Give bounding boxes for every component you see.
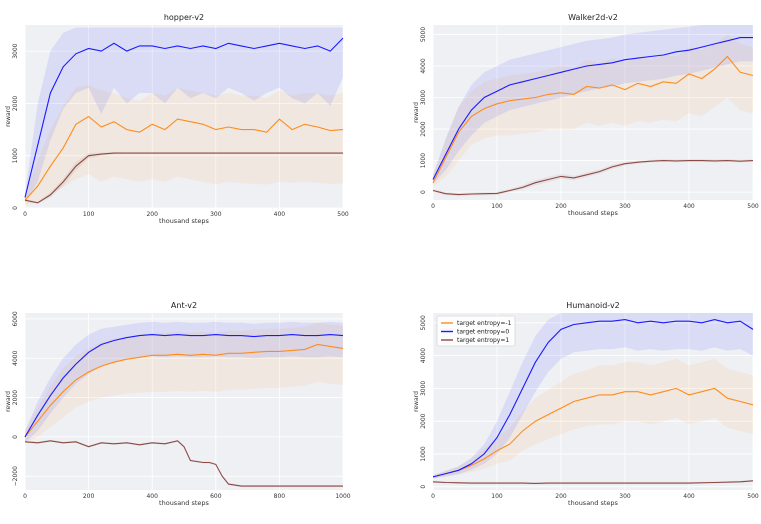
x-tick-label: 100 bbox=[491, 203, 503, 210]
x-tick-label: 0 bbox=[431, 203, 435, 210]
legend-label-2: target entropy=0 bbox=[457, 329, 509, 336]
series-band-1 bbox=[25, 322, 343, 443]
x-axis-label: thousand steps bbox=[159, 499, 210, 507]
series-line-3 bbox=[432, 480, 754, 484]
y-tick-label: 1000 bbox=[420, 153, 427, 168]
legend-label-1: target entropy=-1 bbox=[457, 320, 512, 327]
y-tick-label: 2000 bbox=[12, 96, 19, 111]
x-axis-label: thousand steps bbox=[568, 499, 619, 507]
y-tick-label: 6000 bbox=[12, 311, 19, 326]
series-band-1 bbox=[433, 34, 753, 188]
plot-area bbox=[433, 25, 753, 200]
x-tick-label: 0 bbox=[23, 211, 27, 218]
series-band-2 bbox=[433, 313, 753, 479]
y-tick-label: 1000 bbox=[12, 148, 19, 163]
series-line-3 bbox=[24, 152, 343, 204]
x-tick-label: 300 bbox=[210, 211, 222, 218]
x-tick-label: 300 bbox=[619, 203, 631, 210]
series-band-2 bbox=[25, 27, 343, 202]
x-tick-label: 200 bbox=[555, 203, 567, 210]
x-tick-label: 0 bbox=[23, 493, 27, 500]
y-tick-label: 0 bbox=[420, 190, 427, 194]
x-axis-label: thousand steps bbox=[159, 217, 210, 225]
series-band-1 bbox=[25, 85, 343, 206]
y-tick-label: −2000 bbox=[12, 466, 19, 486]
series-line-2 bbox=[24, 37, 344, 198]
y-axis-label: reward bbox=[5, 391, 12, 412]
series-line-2 bbox=[432, 319, 754, 478]
y-axis-label: reward bbox=[413, 102, 420, 123]
y-tick-label: 0 bbox=[12, 435, 19, 439]
chart-title: Walker2d-v2 bbox=[568, 13, 618, 22]
series-line-3 bbox=[432, 160, 754, 196]
chart-panel-3: Ant-v2 0 200 400 600 800 1000 −2000 0 2000 4000 600… bbox=[5, 301, 351, 507]
y-tick-label: 0 bbox=[12, 206, 19, 210]
y-tick-label: 3000 bbox=[420, 381, 427, 396]
series-line-1 bbox=[24, 115, 344, 201]
plot-area bbox=[25, 25, 343, 208]
series-line-3 bbox=[24, 440, 343, 487]
chart-title: Ant-v2 bbox=[171, 301, 197, 310]
legend: target entropy=-1 target entropy=0target … bbox=[436, 315, 516, 347]
y-tick-label: 3000 bbox=[420, 90, 427, 105]
x-tick-label: 800 bbox=[274, 493, 286, 500]
x-tick-label: 200 bbox=[83, 493, 95, 500]
y-tick-label: 3000 bbox=[12, 43, 19, 58]
series-line-1 bbox=[24, 343, 344, 438]
y-tick-label: 5000 bbox=[420, 27, 427, 42]
plot-area bbox=[25, 313, 343, 490]
series-line-1 bbox=[432, 387, 754, 478]
x-tick-label: 100 bbox=[491, 493, 503, 500]
y-tick-label: 0 bbox=[420, 485, 427, 489]
y-axis-label: reward bbox=[5, 106, 12, 127]
x-tick-label: 200 bbox=[146, 211, 158, 218]
x-tick-label: 1000 bbox=[335, 493, 350, 500]
x-tick-label: 0 bbox=[431, 493, 435, 500]
series-band-2 bbox=[433, 25, 753, 185]
x-tick-label: 300 bbox=[619, 493, 631, 500]
y-tick-label: 1000 bbox=[420, 446, 427, 461]
x-tick-label: 500 bbox=[747, 493, 759, 500]
x-tick-label: 400 bbox=[274, 211, 286, 218]
x-axis-label: thousand steps bbox=[568, 209, 619, 217]
chart-panel-2: Walker2d-v20 100 200 300 400 5000100020003000… bbox=[413, 13, 759, 217]
legend-box bbox=[436, 315, 516, 347]
y-tick-label: 2000 bbox=[420, 413, 427, 428]
x-tick-label: 400 bbox=[683, 203, 695, 210]
y-tick-label: 4000 bbox=[420, 58, 427, 73]
y-tick-label: 5000 bbox=[420, 315, 427, 330]
x-tick-label: 500 bbox=[747, 203, 759, 210]
x-tick-label: 500 bbox=[337, 211, 349, 218]
legend-label-3: target entropy=1 bbox=[457, 337, 509, 344]
series-line-2 bbox=[24, 334, 344, 438]
y-tick-label: 2000 bbox=[12, 390, 19, 405]
series-line-2 bbox=[432, 37, 753, 180]
chart-panel-4: Humanoid-v20 100 200 300 400 5000100020003000… bbox=[413, 301, 759, 507]
x-tick-label: 100 bbox=[83, 211, 95, 218]
series-line-1 bbox=[432, 55, 754, 183]
x-tick-label: 600 bbox=[210, 493, 222, 500]
chart-title: Humanoid-v2 bbox=[566, 301, 620, 310]
y-tick-label: 2000 bbox=[420, 121, 427, 136]
chart-panel-1: hopper-v2 0 100 200 300 400 500 0 1000 2000 3000 th… bbox=[5, 13, 349, 225]
x-tick-label: 400 bbox=[683, 493, 695, 500]
chart-title: hopper-v2 bbox=[164, 13, 204, 22]
y-tick-label: 4000 bbox=[12, 350, 19, 365]
y-axis-label: reward bbox=[413, 391, 420, 412]
x-tick-label: 200 bbox=[555, 493, 567, 500]
y-tick-label: 4000 bbox=[420, 348, 427, 363]
x-tick-label: 400 bbox=[146, 493, 158, 500]
